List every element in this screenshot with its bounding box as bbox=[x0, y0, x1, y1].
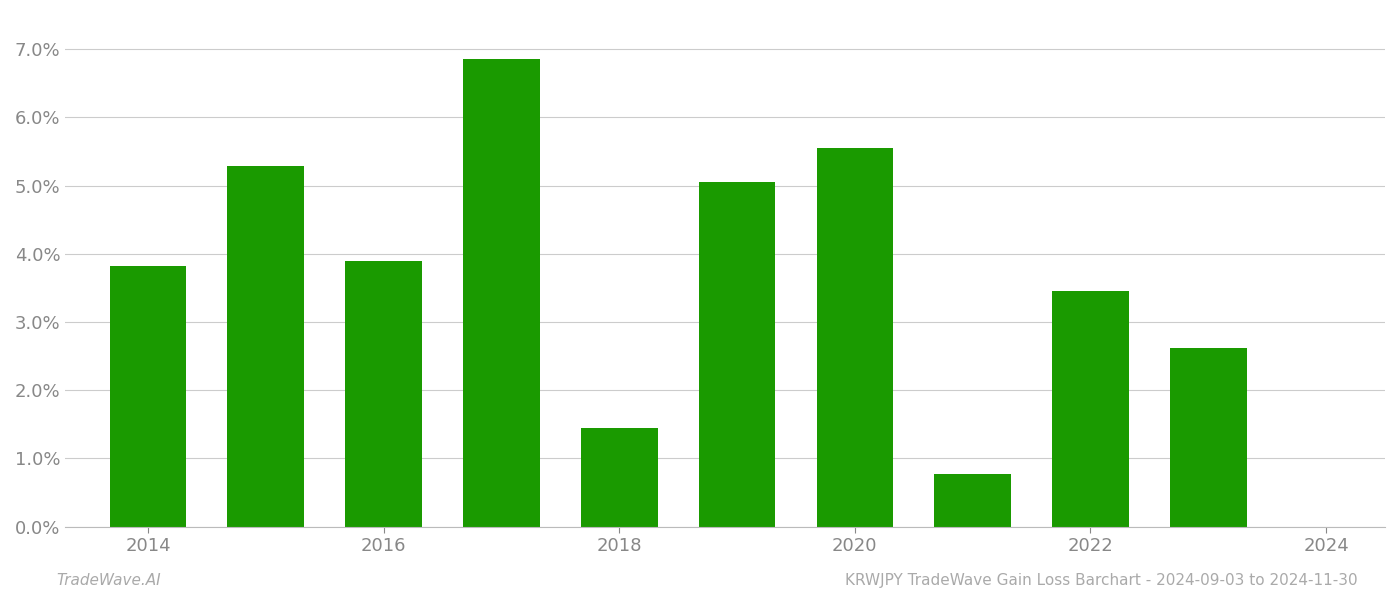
Bar bbox=[463, 59, 539, 527]
Bar bbox=[816, 148, 893, 527]
Bar bbox=[1170, 348, 1246, 527]
Bar bbox=[581, 428, 658, 527]
Bar bbox=[346, 260, 421, 527]
Bar bbox=[1053, 291, 1128, 527]
Text: KRWJPY TradeWave Gain Loss Barchart - 2024-09-03 to 2024-11-30: KRWJPY TradeWave Gain Loss Barchart - 20… bbox=[846, 573, 1358, 588]
Text: TradeWave.AI: TradeWave.AI bbox=[56, 573, 161, 588]
Bar bbox=[227, 166, 304, 527]
Bar bbox=[934, 474, 1011, 527]
Bar bbox=[109, 266, 186, 527]
Bar bbox=[699, 182, 776, 527]
